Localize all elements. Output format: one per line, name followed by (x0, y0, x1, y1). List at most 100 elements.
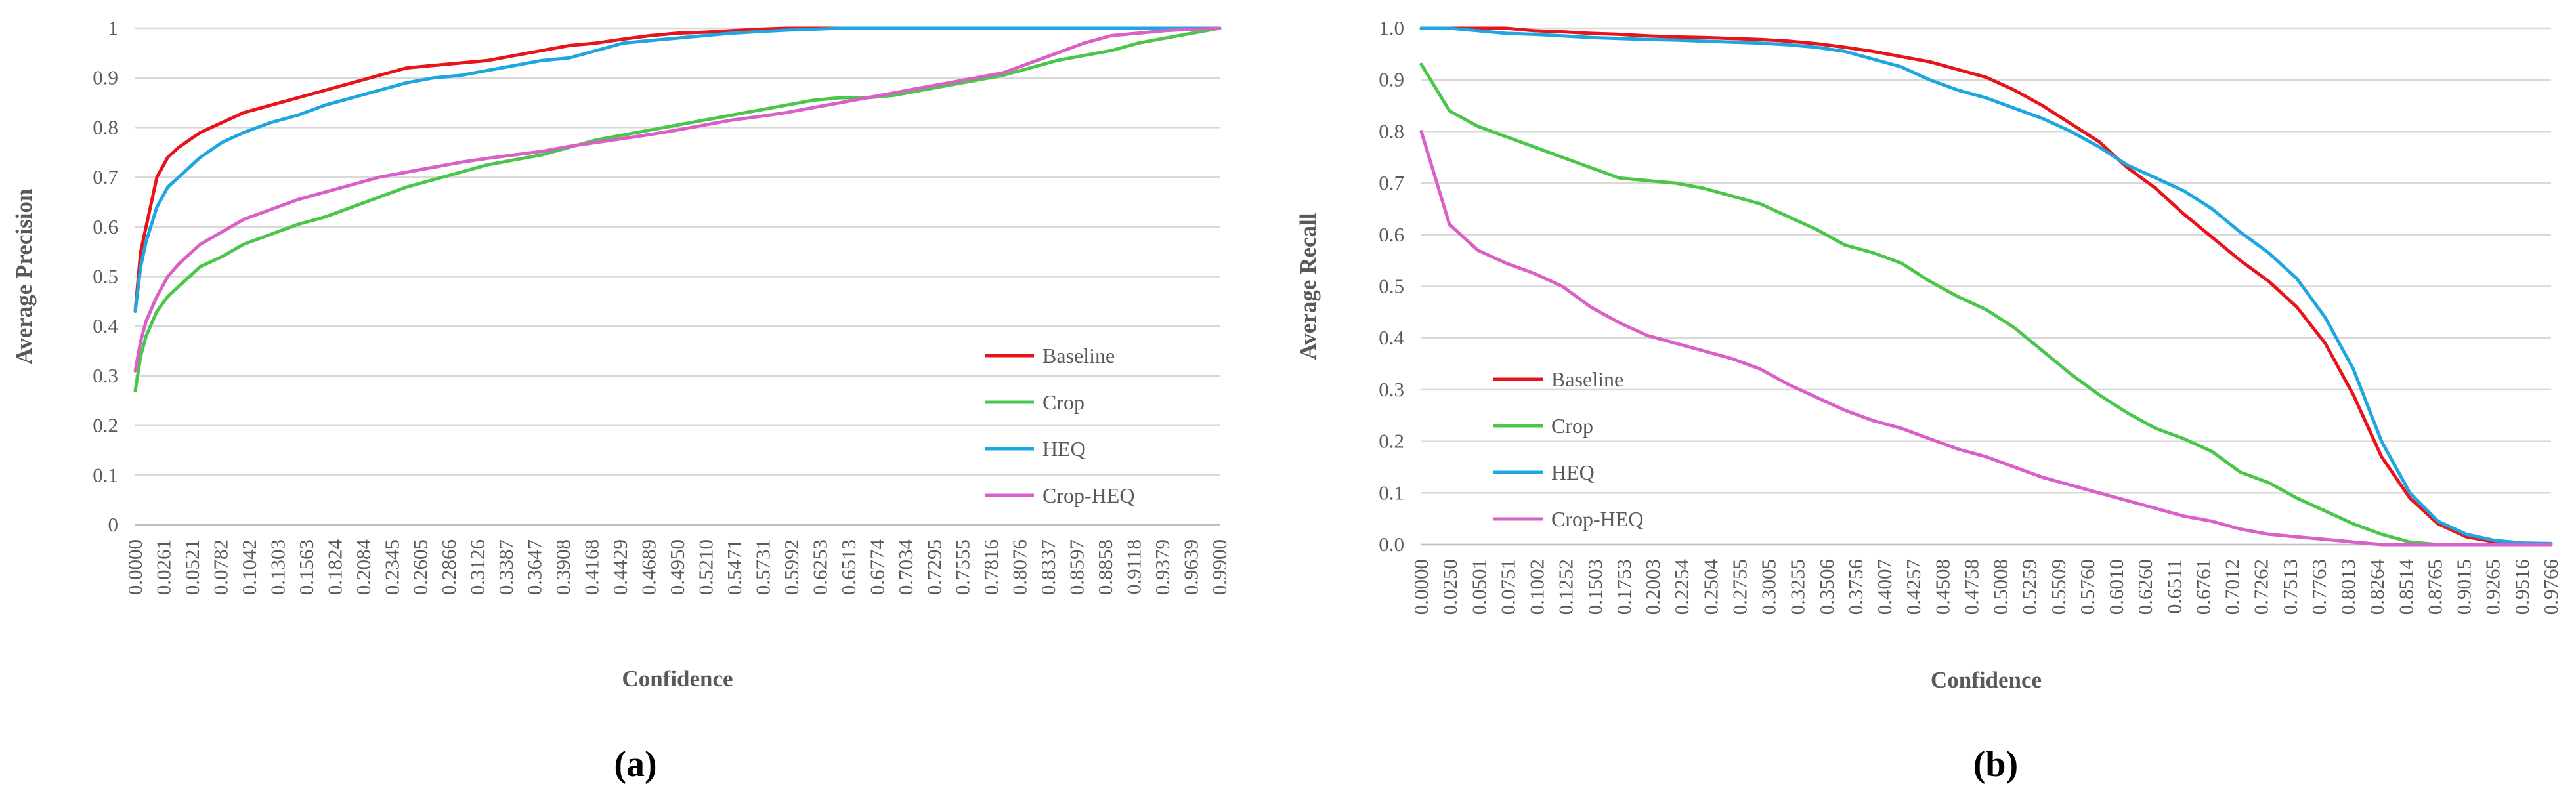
x-tick-label: 0.1303 (266, 539, 289, 595)
x-tick-label: 0.0521 (181, 539, 204, 595)
y-tick-label: 0.5 (93, 265, 118, 288)
x-tick-label: 0.7034 (894, 539, 917, 596)
x-tick-label: 0.1042 (238, 539, 261, 595)
x-tick-label: 0.3756 (1844, 559, 1867, 615)
x-tick-label: 0.9516 (2510, 559, 2533, 615)
x-tick-label: 0.8337 (1037, 539, 1060, 595)
x-tick-label: 0.1753 (1612, 559, 1635, 615)
x-tick-label: 0.6253 (808, 539, 831, 595)
y-tick-label: 0.9 (1379, 68, 1404, 91)
x-tick-label: 0.5760 (2076, 559, 2099, 615)
x-tick-label: 0.9015 (2453, 559, 2476, 615)
x-tick-label: 0.7295 (922, 539, 945, 595)
x-tick-label: 0.6511 (2162, 559, 2185, 614)
y-tick-label: 0.1 (1379, 481, 1404, 504)
series-line-heq (1419, 26, 2553, 545)
y-tick-label: 0.8 (93, 115, 118, 138)
y-tick-label: 0.0 (1379, 533, 1404, 556)
x-tick-label: 0.4508 (1931, 559, 1954, 615)
y-tick-label: 0.9 (93, 66, 118, 89)
legend-label: Crop-HEQ (1551, 507, 1643, 531)
series-line-crop-heq (133, 26, 1222, 373)
x-tick-label: 0.9118 (1123, 539, 1146, 594)
x-tick-label: 0.0782 (209, 539, 232, 595)
x-tick-label: 0.2345 (380, 539, 403, 595)
x-tick-label: 0.8765 (2423, 559, 2446, 615)
panel-label-a: (a) (614, 744, 656, 785)
x-tick-label: 0.7262 (2250, 559, 2273, 615)
legend-label: Baseline (1551, 367, 1623, 391)
y-tick-label: 1.0 (1379, 16, 1404, 39)
x-tick-label: 0.2755 (1728, 559, 1751, 615)
x-tick-label: 0.4950 (666, 539, 689, 595)
x-tick-label: 0.1252 (1555, 559, 1578, 615)
x-tick-label: 0.3387 (494, 539, 517, 595)
x-tick-label: 0.7763 (2308, 559, 2330, 615)
x-tick-label: 0.4429 (609, 539, 632, 595)
x-tick-label: 0.9639 (1180, 539, 1203, 595)
x-tick-label: 0.4257 (1902, 559, 1925, 615)
x-tick-label: 0.5008 (1989, 559, 2012, 615)
chart-panel-a: 0 0.1 0.2 0.3 0.4 0.5 0.6 0.7 0.8 0.9 1 0.0000 0.026… (11, 16, 1231, 691)
y-tick-label: 0.4 (1379, 326, 1404, 349)
x-tick-label: 0.4689 (637, 539, 660, 595)
x-tick-label: 0.3255 (1786, 559, 1809, 615)
chart-panel-b: 0.0 0.1 0.2 0.3 0.4 0.5 0.6 0.7 0.8 0.9 1.0 0.0000 0… (1295, 16, 2562, 693)
x-tick-label: 0.0000 (1409, 559, 1432, 615)
series-line-baseline (133, 26, 1222, 313)
series-line-crop (133, 26, 1222, 393)
x-tick-label: 0.2003 (1641, 559, 1664, 615)
y-tick-label: 1 (108, 16, 119, 39)
x-tick-label: 0.0000 (123, 539, 146, 595)
y-tick-label: 0.6 (93, 215, 118, 238)
series-line-baseline (1419, 26, 2553, 547)
x-tick-label: 0.2504 (1699, 559, 1722, 615)
y-tick-label: 0.7 (93, 165, 118, 188)
y-tick-label: 0.7 (1379, 171, 1404, 194)
x-tick-label: 0.3126 (466, 539, 489, 595)
x-tick-label: 0.2605 (409, 539, 432, 595)
x-tick-label: 0.4168 (580, 539, 603, 595)
x-tick-label: 0.7555 (951, 539, 974, 595)
x-tick-label: 0.8013 (2336, 559, 2359, 615)
x-tick-label: 0.0261 (152, 539, 175, 595)
x-tick-label: 0.6513 (837, 539, 860, 595)
x-tick-label: 0.9265 (2481, 559, 2504, 615)
x-tick-label: 0.7816 (979, 539, 1002, 595)
x-tick-label: 0.5992 (780, 539, 803, 595)
x-tick-label: 0.3908 (551, 539, 574, 595)
legend-label: Crop (1551, 414, 1593, 438)
y-tick-label: 0.2 (93, 414, 118, 437)
x-tick-label: 0.8264 (2365, 559, 2388, 615)
x-tick-label: 0.0751 (1496, 559, 1519, 615)
y-tick-label: 0.4 (93, 314, 118, 337)
legend-label: HEQ (1551, 461, 1595, 484)
legend-label: Crop-HEQ (1042, 484, 1134, 507)
x-tick-label: 0.2866 (437, 539, 460, 595)
x-tick-label: 0.6774 (865, 539, 888, 596)
x-tick-label: 0.8597 (1065, 539, 1088, 595)
x-tick-label: 0.8514 (2394, 559, 2417, 615)
y-axis-title: Average Recall (1295, 213, 1321, 360)
x-tick-label: 0.6010 (2105, 559, 2128, 615)
legend-label: Crop (1042, 390, 1084, 414)
series-line-crop (1419, 62, 2553, 547)
y-tick-label: 0.5 (1379, 275, 1404, 298)
x-tick-label: 0.8858 (1094, 539, 1117, 595)
x-tick-label: 0.1824 (323, 539, 346, 596)
x-tick-label: 0.8076 (1008, 539, 1031, 595)
x-tick-label: 0.5471 (723, 539, 746, 595)
x-tick-label: 0.9900 (1208, 539, 1231, 595)
x-tick-label: 0.1503 (1583, 559, 1606, 615)
x-tick-label: 0.0501 (1467, 559, 1490, 615)
x-tick-label: 0.5259 (2018, 559, 2041, 615)
y-tick-label: 0.8 (1379, 119, 1404, 142)
x-tick-label: 0.7012 (2221, 559, 2244, 615)
x-tick-label: 0.5210 (694, 539, 717, 595)
x-tick-label: 0.4758 (1960, 559, 1983, 615)
y-axis-title: Average Precision (11, 189, 37, 365)
x-tick-label: 0.0250 (1438, 559, 1461, 615)
x-tick-label: 0.3647 (523, 539, 546, 595)
y-tick-label: 0.6 (1379, 223, 1404, 246)
